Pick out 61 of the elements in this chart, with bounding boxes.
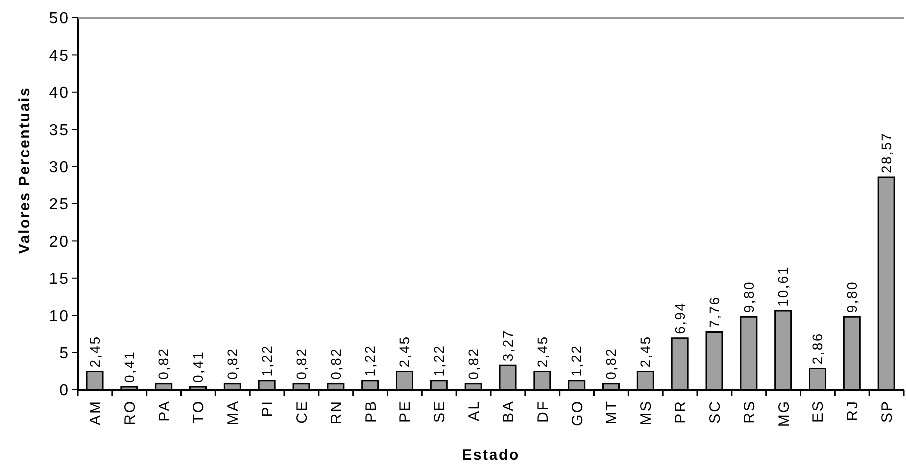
x-tick-label: CE xyxy=(294,400,311,424)
x-tick-label: PR xyxy=(672,400,690,424)
x-tick-label: BA xyxy=(500,400,518,424)
x-tick-label: RJ xyxy=(844,400,862,422)
data-label: 0,82 xyxy=(328,348,344,380)
y-tick-label: 45 xyxy=(49,48,70,65)
x-tick-label: PI xyxy=(260,400,277,418)
x-tick-label: RS xyxy=(741,400,758,424)
x-tick-label: MT xyxy=(604,400,621,425)
data-label: 6,94 xyxy=(672,302,688,334)
data-label: 2,45 xyxy=(638,336,654,368)
x-tick-label: PB xyxy=(362,400,380,424)
y-axis-title: Valores Percentuais xyxy=(16,86,34,254)
data-label: 2,86 xyxy=(810,332,826,365)
data-label: 0,41 xyxy=(121,350,138,383)
data-label: 0,82 xyxy=(603,348,620,380)
x-tick-label: SC xyxy=(706,400,724,424)
x-tick-label: PE xyxy=(397,400,414,424)
y-tick-label: 10 xyxy=(49,308,70,326)
data-label: 0,41 xyxy=(190,350,206,383)
x-tick-label: AM xyxy=(87,400,104,426)
x-tick-label: RO xyxy=(122,400,139,426)
data-label: 1,22 xyxy=(568,344,585,377)
data-label: 0,82 xyxy=(465,348,482,380)
y-tick-label: 20 xyxy=(49,234,70,251)
y-tick-label: 35 xyxy=(49,122,70,140)
data-label: 1,22 xyxy=(362,344,378,377)
x-tick-label: PA xyxy=(156,400,174,422)
y-tick-label: 30 xyxy=(49,159,70,176)
data-label: 2,45 xyxy=(396,336,413,368)
y-tick-label: 0 xyxy=(60,382,70,400)
data-label: 0,82 xyxy=(224,348,241,380)
x-tick-label: SE xyxy=(432,400,449,424)
x-tick-label: SP xyxy=(879,400,896,424)
data-label: 9,80 xyxy=(844,281,860,314)
x-tick-label: TO xyxy=(190,400,208,424)
data-label: 1,22 xyxy=(258,344,275,377)
x-tick-label: GO xyxy=(569,400,586,426)
x-tick-label: MG xyxy=(776,400,793,428)
y-tick-label: 25 xyxy=(49,196,70,214)
y-tick-label: 15 xyxy=(49,271,70,288)
data-label: 3,27 xyxy=(500,330,516,362)
y-tick-label: 40 xyxy=(49,85,70,102)
data-label: 10,61 xyxy=(775,266,792,308)
data-label: 0,82 xyxy=(293,348,310,380)
data-label: 1,22 xyxy=(431,344,448,377)
data-label: 28,57 xyxy=(878,132,894,174)
data-label: 7,76 xyxy=(706,296,722,328)
x-tick-label: AL xyxy=(466,400,484,422)
x-tick-label: MS xyxy=(638,400,656,426)
data-label: 0,82 xyxy=(156,348,172,380)
x-tick-label: RN xyxy=(328,400,346,425)
data-label: 2,45 xyxy=(86,336,103,368)
x-tick-label: DF xyxy=(534,400,552,423)
x-axis-title: Estado xyxy=(462,447,520,464)
data-label: 9,80 xyxy=(740,281,757,314)
y-tick-label: 5 xyxy=(60,345,70,362)
x-tick-label: ES xyxy=(810,400,828,424)
data-label: 2,45 xyxy=(534,336,550,368)
x-tick-label: MA xyxy=(225,400,242,426)
y-tick-label: 50 xyxy=(49,10,70,28)
